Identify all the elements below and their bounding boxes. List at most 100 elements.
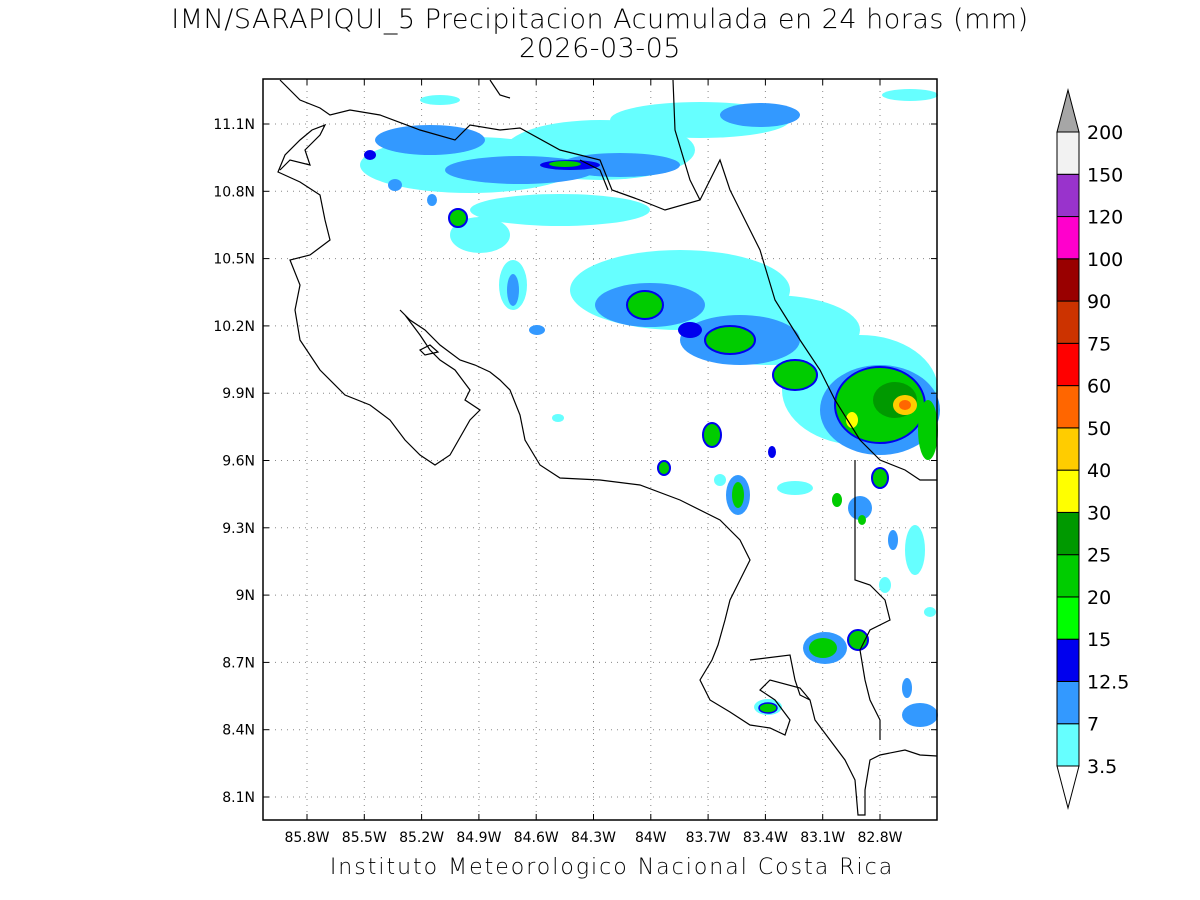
caribbean-coast <box>279 79 937 481</box>
pacific-coast <box>277 123 938 816</box>
precip-area <box>364 150 376 160</box>
longitude-labels: 85.8W 85.5W 85.2W 84.9W 84.6W 84.3W 84W 83.7W 83… <box>284 830 902 846</box>
coastlines <box>277 79 938 816</box>
precip-area <box>714 474 726 486</box>
precip-area <box>549 161 581 167</box>
lat-label: 8.7N <box>222 655 255 671</box>
latitude-labels: 11.1N 10.8N 10.5N 10.2N 9.9N 9.6N 9.3N 9N 8.7N 8.… <box>213 117 255 806</box>
lat-label: 8.4N <box>222 723 255 739</box>
lon-label: 85.5W <box>342 830 387 846</box>
map-date: 2026-03-05 <box>519 33 681 64</box>
precip-area <box>678 322 702 338</box>
precip-area <box>375 125 485 155</box>
lon-label: 82.8W <box>857 830 902 846</box>
colorbar-label: 3.5 <box>1087 756 1117 778</box>
colorbar-bottom-triangle <box>1056 765 1080 810</box>
precip-area <box>720 103 800 127</box>
colorbar-label: 7 <box>1087 714 1099 736</box>
lat-label: 9.9N <box>222 386 255 402</box>
colorbar-label: 50 <box>1087 418 1111 440</box>
lat-label: 9N <box>236 588 255 604</box>
colorbar-label: 25 <box>1087 545 1111 567</box>
lon-label: 83.7W <box>686 830 731 846</box>
precip-area <box>704 325 756 355</box>
precip-area <box>732 482 744 508</box>
colorbar-label: 120 <box>1087 207 1123 229</box>
precip-area <box>902 703 938 727</box>
precip-area <box>507 274 519 306</box>
colorbar-label: 75 <box>1087 333 1111 355</box>
colorbar-label: 40 <box>1087 460 1111 482</box>
precip-area <box>626 290 664 320</box>
precip-area <box>560 153 680 177</box>
colorbar-segment <box>1056 511 1080 556</box>
map-background <box>263 79 937 820</box>
colorbar-segment <box>1056 342 1080 387</box>
colorbar-label: 150 <box>1087 164 1123 186</box>
lake-shore <box>489 79 511 99</box>
border-line <box>672 79 701 201</box>
precip-area <box>657 460 671 476</box>
colorbar-segment <box>1056 596 1080 640</box>
lon-label: 85.2W <box>399 830 444 846</box>
colorbar-label: 90 <box>1087 291 1111 313</box>
colorbar-segment <box>1056 216 1080 260</box>
precip-area <box>809 638 837 658</box>
colorbar-segment <box>1056 173 1080 218</box>
precip-area <box>882 89 938 101</box>
precip-area <box>768 446 776 458</box>
precip-area <box>552 414 564 422</box>
precip-area <box>388 179 402 191</box>
precip-area <box>777 481 813 495</box>
colorbar-segment <box>1056 723 1080 767</box>
lat-label: 9.6N <box>222 454 255 470</box>
lat-label: 8.1N <box>222 790 255 806</box>
precip-area <box>450 217 510 253</box>
precip-area <box>899 400 911 410</box>
precip-area <box>888 530 898 550</box>
colorbar-segment <box>1056 131 1080 175</box>
precip-area <box>879 577 891 593</box>
lon-label: 85.8W <box>284 830 329 846</box>
colorbar-top-triangle <box>1056 88 1080 133</box>
precip-area <box>858 515 866 525</box>
map-frame <box>262 78 938 821</box>
colorbar-segment <box>1056 258 1080 302</box>
precip-area <box>905 525 925 575</box>
colorbar-segment <box>1056 469 1080 513</box>
colorbar-label: 12.5 <box>1087 671 1129 693</box>
map-title: IMN/SARAPIQUI_5 Precipitacion Acumulada … <box>171 4 1029 35</box>
colorbar-label: 200 <box>1087 122 1123 144</box>
colorbar-label: 60 <box>1087 376 1111 398</box>
precip-area <box>702 422 722 448</box>
precip-area <box>448 208 468 228</box>
colorbar-legend: 3.5 7 12.5 15 20 25 30 40 50 60 75 90 100 120 150 200 <box>1056 88 1129 810</box>
border-panama <box>854 460 891 740</box>
precip-area <box>529 325 545 335</box>
lat-label: 11.1N <box>213 117 255 133</box>
colorbar-label: 100 <box>1087 249 1123 271</box>
precip-area <box>832 493 842 507</box>
precip-area <box>871 467 889 489</box>
precip-area <box>470 194 650 226</box>
precip-area <box>924 607 936 617</box>
island <box>418 344 440 356</box>
lon-label: 84.6W <box>514 830 559 846</box>
footer-credit: Instituto Meteorologico Nacional Costa R… <box>329 855 895 880</box>
border-line <box>579 159 609 191</box>
axis-ticks <box>263 79 937 820</box>
colorbar-segment <box>1056 638 1080 682</box>
lon-label: 83.4W <box>743 830 788 846</box>
precip-area <box>902 678 912 698</box>
colorbar-label: 15 <box>1087 629 1111 651</box>
lon-label: 84W <box>635 830 667 846</box>
precip-area <box>420 95 460 105</box>
lat-label: 10.5N <box>213 252 255 268</box>
lon-label: 83.1W <box>800 830 845 846</box>
precip-area <box>427 194 437 206</box>
colorbar-segment <box>1056 427 1080 471</box>
colorbar-segment <box>1056 554 1080 598</box>
lon-label: 84.3W <box>571 830 616 846</box>
colorbar-label: 20 <box>1087 587 1111 609</box>
